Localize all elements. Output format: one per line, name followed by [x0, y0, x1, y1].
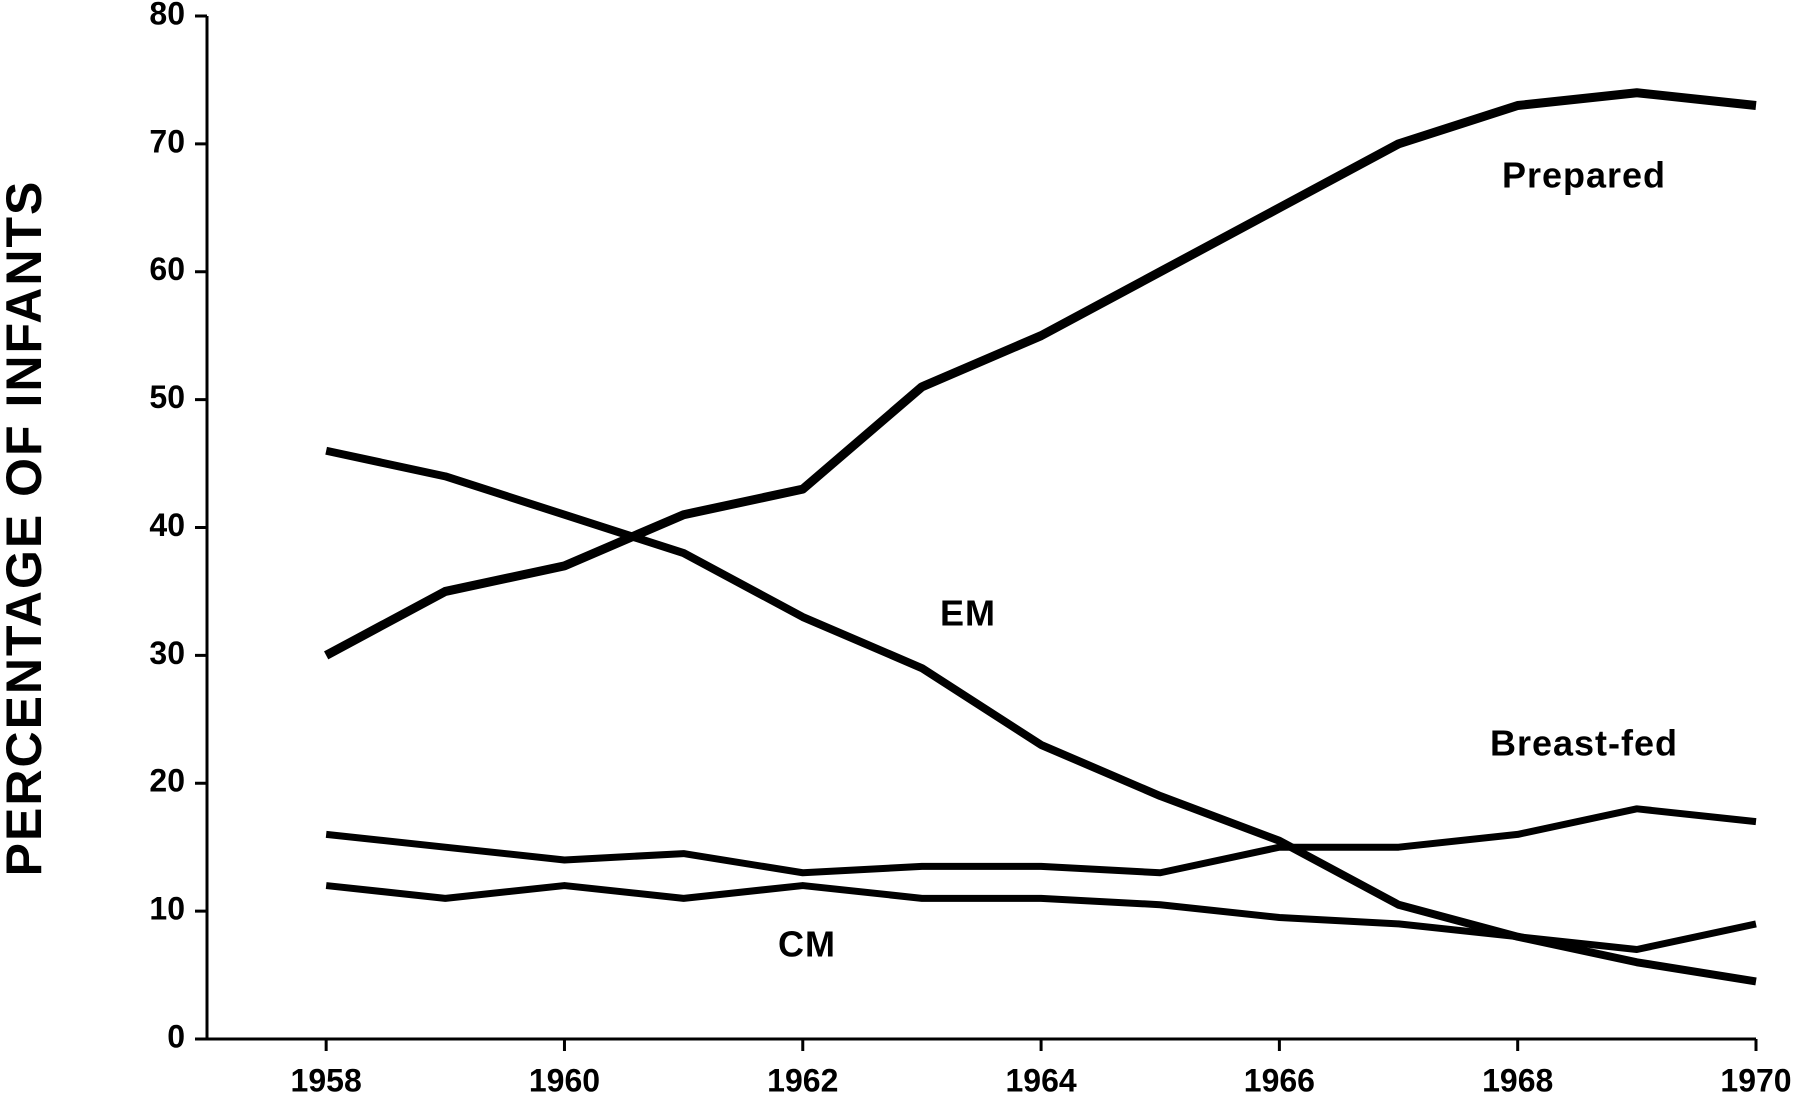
- y-tick-label: 70: [149, 123, 185, 159]
- series-label: Prepared: [1502, 155, 1666, 196]
- series-line: [325, 882, 1757, 953]
- series-label: EM: [940, 593, 996, 634]
- x-tick-label: 1962: [767, 1062, 838, 1098]
- series-line: [325, 446, 1757, 986]
- y-axis-title: PERCENTAGE OF INFANTS: [0, 180, 52, 877]
- x-tick-label: 1970: [1720, 1062, 1791, 1098]
- y-tick-label: 0: [167, 1018, 185, 1054]
- y-tick-label: 40: [149, 507, 185, 543]
- y-tick-label: 20: [149, 763, 185, 799]
- y-tick-label: 10: [149, 891, 185, 927]
- series-line: [325, 805, 1757, 877]
- x-tick-label: 1966: [1244, 1062, 1315, 1098]
- series-label: Breast-fed: [1490, 723, 1678, 764]
- y-tick-label: 30: [149, 635, 185, 671]
- y-tick-label: 50: [149, 379, 185, 415]
- y-tick-label: 80: [149, 0, 185, 31]
- x-tick-label: 1964: [1005, 1062, 1076, 1098]
- x-tick-label: 1968: [1482, 1062, 1553, 1098]
- y-tick-label: 60: [149, 251, 185, 287]
- x-tick-label: 1958: [291, 1062, 362, 1098]
- series-line: [324, 88, 1757, 660]
- x-tick-label: 1960: [529, 1062, 600, 1098]
- series-label: CM: [778, 924, 836, 965]
